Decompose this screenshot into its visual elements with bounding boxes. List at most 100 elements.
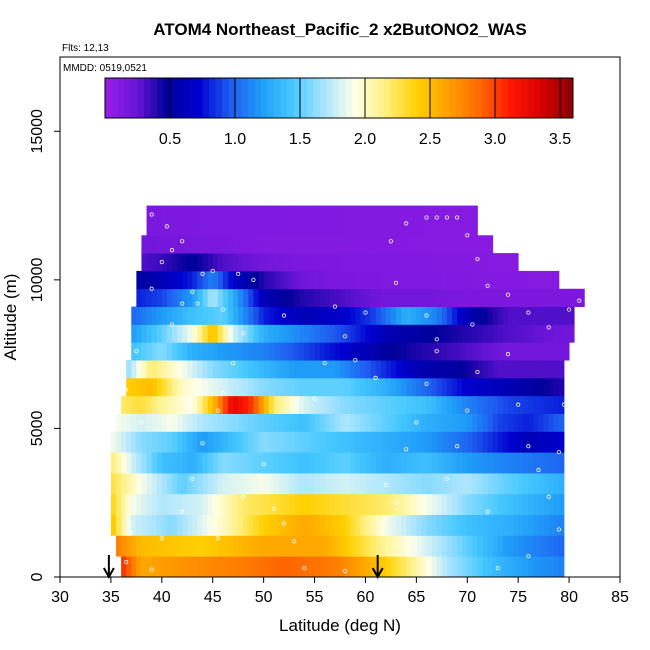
heatmap-cell	[329, 431, 336, 453]
heatmap-cell	[187, 473, 193, 495]
heatmap-cell	[161, 342, 168, 361]
heatmap-cell	[446, 288, 453, 307]
heatmap-cell	[248, 306, 254, 325]
heatmap-cell	[558, 535, 565, 557]
heatmap-cell	[146, 342, 153, 361]
heatmap-cell	[299, 324, 305, 343]
heatmap-cell	[385, 473, 392, 495]
heatmap-cell	[161, 270, 168, 290]
heatmap-cell	[396, 452, 402, 474]
heatmap-cell	[243, 395, 249, 414]
heatmap-cell	[309, 288, 315, 307]
colorbar-segment	[176, 78, 184, 118]
heatmap-cell	[370, 514, 377, 536]
heatmap-cell	[426, 556, 433, 578]
heatmap-cell	[207, 395, 214, 414]
heatmap-cell	[528, 556, 534, 578]
heatmap-cell	[345, 431, 351, 453]
heatmap-cell	[441, 535, 448, 557]
x-tick-label: 45	[204, 589, 222, 606]
heatmap-cell	[416, 473, 422, 495]
heatmap-cell	[497, 395, 504, 414]
heatmap-cell	[345, 324, 351, 343]
heatmap-cell	[396, 288, 402, 307]
sample-point	[134, 349, 139, 354]
heatmap-cell	[319, 535, 326, 557]
heatmap-cell	[406, 452, 412, 474]
heatmap-cell	[477, 535, 483, 557]
heatmap-cell	[355, 270, 361, 290]
heatmap-cell	[177, 452, 183, 474]
heatmap-cell	[558, 514, 565, 536]
heatmap-cell	[411, 431, 417, 453]
heatmap-cell	[467, 342, 473, 361]
heatmap-cell	[156, 324, 163, 343]
heatmap-cell	[334, 324, 341, 343]
heatmap-cell	[329, 556, 336, 578]
heatmap-cell	[309, 235, 315, 254]
heatmap-cell	[508, 473, 514, 495]
sample-point	[363, 310, 368, 315]
heatmap-cell	[309, 253, 315, 272]
heatmap-cell	[207, 324, 214, 343]
heatmap-cell	[131, 431, 137, 453]
heatmap-cell	[457, 514, 463, 536]
heatmap-cell	[258, 535, 265, 557]
heatmap-cell	[182, 377, 188, 397]
heatmap-cell	[253, 288, 259, 307]
heatmap-cell	[238, 535, 244, 557]
heatmap-cell	[421, 452, 427, 474]
heatmap-cell	[182, 306, 188, 325]
heatmap-cell	[385, 413, 392, 432]
heatmap-cell	[548, 288, 555, 307]
heatmap-cell	[248, 395, 254, 414]
heatmap-cell	[294, 360, 300, 379]
heatmap-cell	[446, 395, 453, 414]
heatmap-cell	[482, 360, 489, 379]
heatmap-cell	[248, 270, 254, 290]
heatmap-cell	[212, 270, 219, 290]
heatmap-cell	[482, 431, 489, 453]
heatmap-cell	[192, 452, 198, 474]
heatmap-cell	[467, 452, 473, 474]
heatmap-cell	[426, 306, 433, 325]
sample-point	[342, 334, 348, 339]
heatmap-cell	[156, 288, 163, 307]
heatmap-cell	[243, 235, 249, 254]
heatmap-cell	[380, 413, 387, 432]
heatmap-cell	[319, 360, 326, 379]
heatmap-cell	[482, 306, 489, 325]
heatmap-cell	[528, 493, 534, 515]
heatmap-cell	[289, 324, 295, 343]
heatmap-cell	[212, 342, 219, 361]
heatmap-cell	[273, 253, 280, 272]
heatmap-cell	[533, 493, 539, 515]
heatmap-cell	[360, 493, 366, 515]
heatmap-cell	[528, 360, 534, 379]
heatmap-cell	[299, 288, 305, 307]
heatmap-cell	[345, 493, 351, 515]
heatmap-cell	[538, 270, 545, 290]
heatmap-cell	[340, 360, 346, 379]
heatmap-cell	[390, 205, 397, 236]
heatmap-cell	[314, 514, 321, 536]
heatmap-cell	[345, 556, 351, 578]
heatmap-cell	[502, 306, 509, 325]
heatmap-cell	[345, 342, 351, 361]
heatmap-cell	[365, 452, 371, 474]
heatmap-cell	[156, 514, 163, 536]
heatmap-cell	[543, 514, 550, 536]
heatmap-cell	[355, 493, 361, 515]
heatmap-cell	[268, 395, 275, 414]
heatmap-cell	[334, 288, 341, 307]
heatmap-cell	[324, 270, 331, 290]
heatmap-cell	[518, 288, 524, 307]
heatmap-cell	[426, 473, 433, 495]
heatmap-cell	[166, 235, 173, 254]
heatmap-cell	[452, 360, 458, 379]
heatmap-cell	[141, 235, 147, 254]
heatmap-cell	[553, 288, 560, 307]
heatmap-cell	[431, 431, 438, 453]
heatmap-cell	[126, 395, 132, 414]
heatmap-cell	[426, 342, 433, 361]
